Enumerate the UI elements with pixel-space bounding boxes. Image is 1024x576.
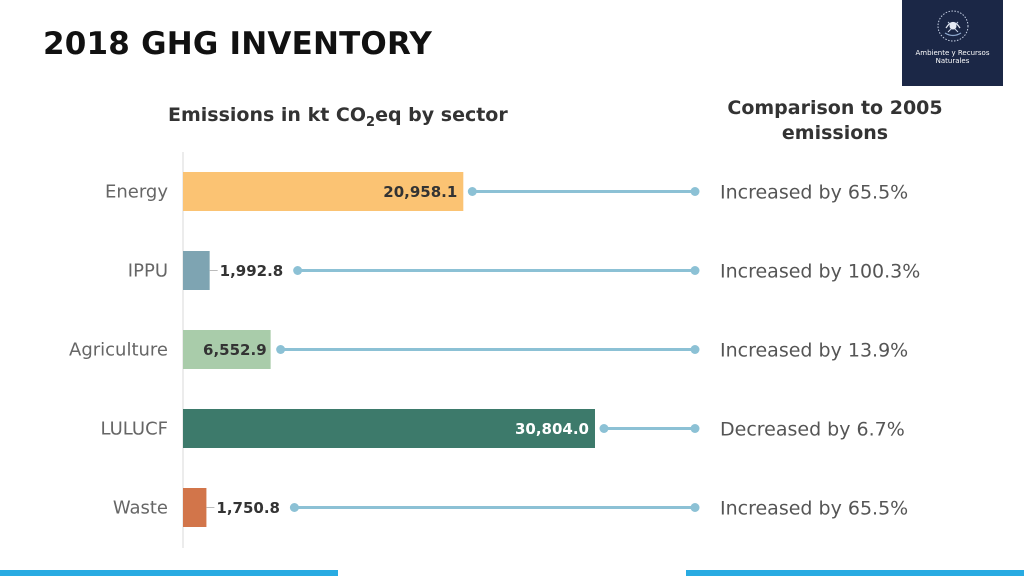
connector-end-dot bbox=[690, 187, 700, 196]
value-label: 1,992.8 bbox=[220, 262, 284, 280]
comparison-label: Increased by 100.3% bbox=[720, 261, 920, 283]
footer-accent-right bbox=[686, 570, 1024, 576]
comparison-label: Increased by 65.5% bbox=[720, 498, 908, 520]
connector-end-dot bbox=[690, 424, 700, 433]
ministry-logo: Ambiente y Recursos Naturales bbox=[902, 0, 1003, 86]
bar bbox=[183, 330, 271, 369]
bar bbox=[183, 172, 464, 211]
connector-end-dot bbox=[690, 266, 700, 275]
comparison-label: Decreased by 6.7% bbox=[720, 419, 905, 441]
bar bbox=[183, 409, 595, 448]
comparison-heading: Comparison to 2005 emissions bbox=[727, 97, 943, 144]
category-label: Waste bbox=[113, 498, 168, 519]
connector-end-dot bbox=[690, 503, 700, 512]
connector-start-dot bbox=[467, 187, 477, 196]
connector-end-dot bbox=[690, 345, 700, 354]
value-label: 1,750.8 bbox=[216, 499, 280, 517]
coat-of-arms-icon bbox=[937, 10, 968, 42]
footer-accent-left bbox=[0, 570, 338, 576]
value-label: 30,804.0 bbox=[515, 420, 589, 438]
category-label: LULUCF bbox=[100, 419, 168, 440]
connector-start-dot bbox=[289, 503, 299, 512]
category-label: Energy bbox=[105, 182, 168, 203]
page-title: 2018 GHG INVENTORY bbox=[43, 26, 433, 62]
comparison-label: Increased by 65.5% bbox=[720, 182, 908, 204]
value-label: 20,958.1 bbox=[383, 183, 457, 201]
chart-heading: Emissions in kt CO2eq by sector bbox=[168, 104, 508, 130]
bar bbox=[183, 488, 207, 527]
bar bbox=[183, 251, 210, 290]
connector-start-dot bbox=[599, 424, 609, 433]
comparison-label: Increased by 13.9% bbox=[720, 340, 908, 362]
value-label: 6,552.9 bbox=[203, 341, 267, 359]
category-label: IPPU bbox=[128, 261, 168, 282]
logo-text: Ambiente y Recursos Naturales bbox=[915, 49, 990, 65]
connector-start-dot bbox=[293, 266, 303, 275]
category-label: Agriculture bbox=[69, 340, 168, 361]
connector-start-dot bbox=[276, 345, 286, 354]
